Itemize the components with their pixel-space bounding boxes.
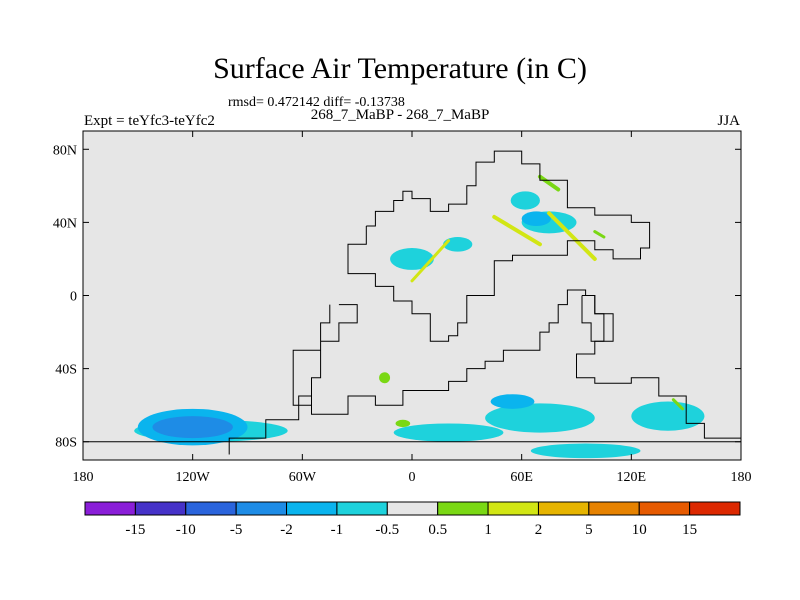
anomaly-patch (152, 416, 233, 439)
y-tick-label: 0 (70, 290, 77, 305)
colorbar-swatch (537, 501, 590, 516)
x-tick-label: 0 (409, 470, 416, 485)
colorbar-label: -1 (331, 522, 344, 538)
anomaly-patch (490, 394, 535, 409)
colorbar-label: 2 (535, 522, 543, 538)
anomaly-patch (393, 423, 504, 442)
colorbar-label: -0.5 (375, 522, 399, 538)
experiment-label: Expt = teYfc3-teYfc2 (84, 113, 215, 129)
anomaly-patch (510, 191, 540, 210)
x-tick-label: 60E (510, 470, 533, 485)
statistics-label: rmsd= 0.472142 diff= -0.13738 (228, 95, 405, 110)
colorbar-label: -5 (230, 522, 243, 538)
colorbar-swatch (134, 501, 187, 516)
colorbar-swatch (689, 501, 741, 516)
map-background (83, 131, 741, 460)
y-tick-label: 40S (55, 363, 77, 378)
anomaly-streak (410, 239, 451, 283)
colorbar-swatch (386, 501, 439, 516)
colorbar-label: 0.5 (428, 522, 447, 538)
colorbar-swatch (487, 501, 539, 516)
y-tick-label: 40N (53, 216, 77, 231)
colorbar-swatch (84, 501, 136, 516)
anomaly-patch (521, 211, 551, 227)
colorbar-label: 10 (632, 522, 647, 538)
colorbar-label: -2 (280, 522, 293, 538)
anomaly-streak (547, 211, 597, 261)
x-tick-label: 60W (289, 470, 317, 485)
x-tick-label: 120W (176, 470, 211, 485)
anomaly-patch (530, 443, 641, 459)
colorbar-label: 5 (585, 522, 593, 538)
colorbar-label: -10 (176, 522, 196, 538)
map-title: Surface Air Temperature (in C) (213, 52, 587, 85)
anomaly-patch (443, 237, 473, 252)
anomaly-patch (379, 372, 391, 384)
colorbar-label: 1 (484, 522, 492, 538)
anomaly-streak (671, 398, 685, 411)
anomaly-streak (593, 230, 606, 239)
colorbar-swatch (638, 501, 691, 516)
colorbar-label: -15 (125, 522, 145, 538)
colorbar-swatch (336, 501, 388, 516)
colorbar-swatch (235, 501, 288, 516)
continent-outline (228, 289, 741, 455)
axis-ticks: 180 120W 60W 0 60E 120E 180 80N 40N 0 40S 80S (53, 131, 752, 485)
colorbar: -15 -10 -5 -2 -1 -0.5 0.5 1 2 5 10 15 (84, 501, 741, 538)
anomaly-streak (492, 214, 542, 247)
colorbar-swatch (437, 501, 489, 516)
continent-outlines (228, 150, 741, 455)
x-tick-label: 180 (731, 470, 752, 485)
anomaly-patches (134, 174, 705, 459)
continent-outline (292, 304, 358, 406)
colorbar-swatch (588, 501, 640, 516)
y-tick-label: 80S (55, 436, 77, 451)
anomaly-patch (485, 403, 595, 433)
anomaly-streak (537, 174, 561, 192)
x-tick-label: 180 (73, 470, 94, 485)
x-tick-label: 120E (617, 470, 647, 485)
experiment-subtitle: 268_7_MaBP - 268_7_MaBP (310, 107, 490, 123)
colorbar-label: 15 (682, 522, 697, 538)
colorbar-swatch (185, 501, 237, 516)
season-label: JJA (717, 113, 740, 129)
anomaly-patch (395, 419, 411, 428)
colorbar-swatch (286, 501, 338, 516)
continent-outline (581, 295, 605, 342)
continent-outline (347, 150, 651, 342)
anomaly-patch (631, 401, 705, 431)
y-tick-label: 80N (53, 143, 77, 158)
anomaly-patch (390, 247, 434, 270)
